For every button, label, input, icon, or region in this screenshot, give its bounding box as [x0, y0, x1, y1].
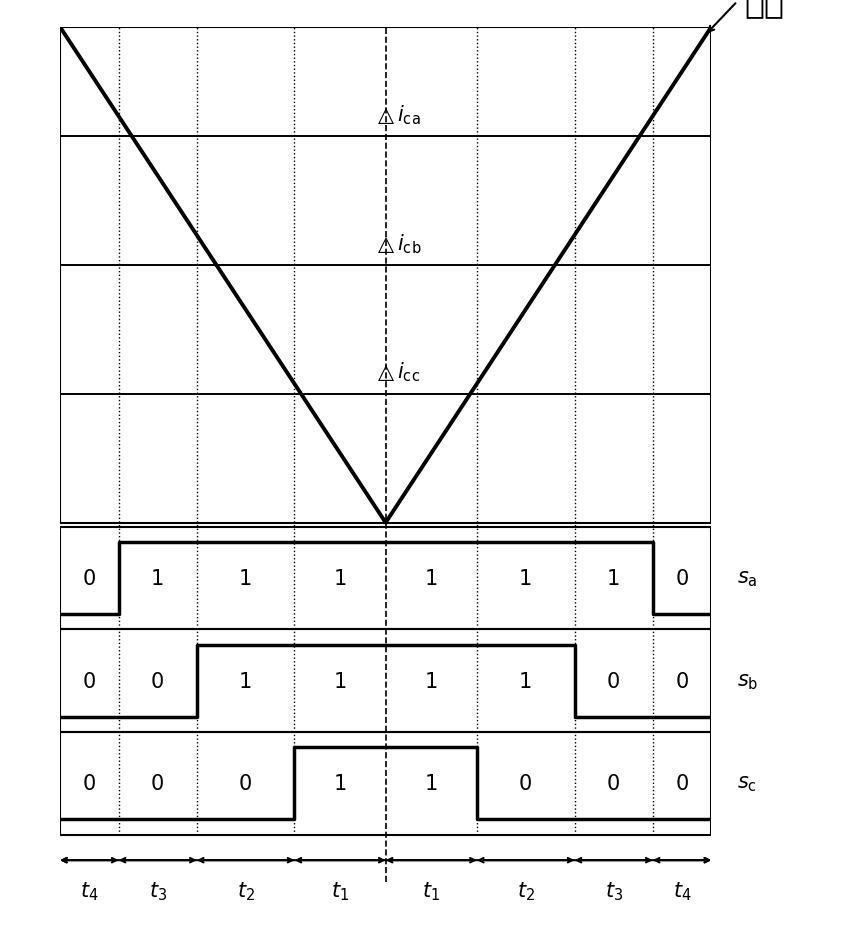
- Text: $t_2$: $t_2$: [517, 879, 535, 902]
- Text: 0: 0: [151, 671, 165, 691]
- Text: $t_4$: $t_4$: [673, 879, 692, 902]
- Text: $s_{\mathrm{a}}$: $s_{\mathrm{a}}$: [737, 569, 758, 588]
- Text: 1: 1: [239, 569, 252, 588]
- Text: $t_3$: $t_3$: [604, 879, 623, 902]
- Text: $t_2$: $t_2$: [237, 879, 255, 902]
- Text: 0: 0: [607, 773, 620, 793]
- Text: 0: 0: [82, 569, 96, 588]
- Text: $s_{\mathrm{b}}$: $s_{\mathrm{b}}$: [737, 671, 758, 691]
- Text: $s_{\mathrm{c}}$: $s_{\mathrm{c}}$: [737, 773, 758, 793]
- Text: 0: 0: [675, 671, 689, 691]
- Text: 载波: 载波: [744, 0, 784, 19]
- Text: 1: 1: [607, 569, 620, 588]
- Text: $\triangle i_{\mathrm{cc}}$: $\triangle i_{\mathrm{cc}}$: [373, 360, 420, 384]
- Text: 0: 0: [151, 773, 165, 793]
- Text: 0: 0: [675, 569, 689, 588]
- Text: 1: 1: [424, 569, 438, 588]
- Text: $t_3$: $t_3$: [148, 879, 167, 902]
- Text: 0: 0: [675, 773, 689, 793]
- Text: $\triangle i_{\mathrm{ca}}$: $\triangle i_{\mathrm{ca}}$: [373, 103, 420, 126]
- Text: $t_1$: $t_1$: [331, 879, 349, 902]
- Text: 1: 1: [519, 671, 532, 691]
- Text: 1: 1: [151, 569, 165, 588]
- Text: 1: 1: [239, 671, 252, 691]
- Text: 1: 1: [333, 569, 347, 588]
- Text: 0: 0: [239, 773, 252, 793]
- Text: 1: 1: [333, 671, 347, 691]
- Text: $\triangle i_{\mathrm{cb}}$: $\triangle i_{\mathrm{cb}}$: [373, 232, 421, 255]
- Text: 1: 1: [424, 773, 438, 793]
- Text: 0: 0: [82, 671, 96, 691]
- Text: $t_1$: $t_1$: [423, 879, 440, 902]
- Text: 1: 1: [333, 773, 347, 793]
- Text: 0: 0: [607, 671, 620, 691]
- Text: $t_4$: $t_4$: [80, 879, 99, 902]
- Text: 1: 1: [424, 671, 438, 691]
- Text: 0: 0: [519, 773, 532, 793]
- Text: 0: 0: [82, 773, 96, 793]
- Text: 1: 1: [519, 569, 532, 588]
